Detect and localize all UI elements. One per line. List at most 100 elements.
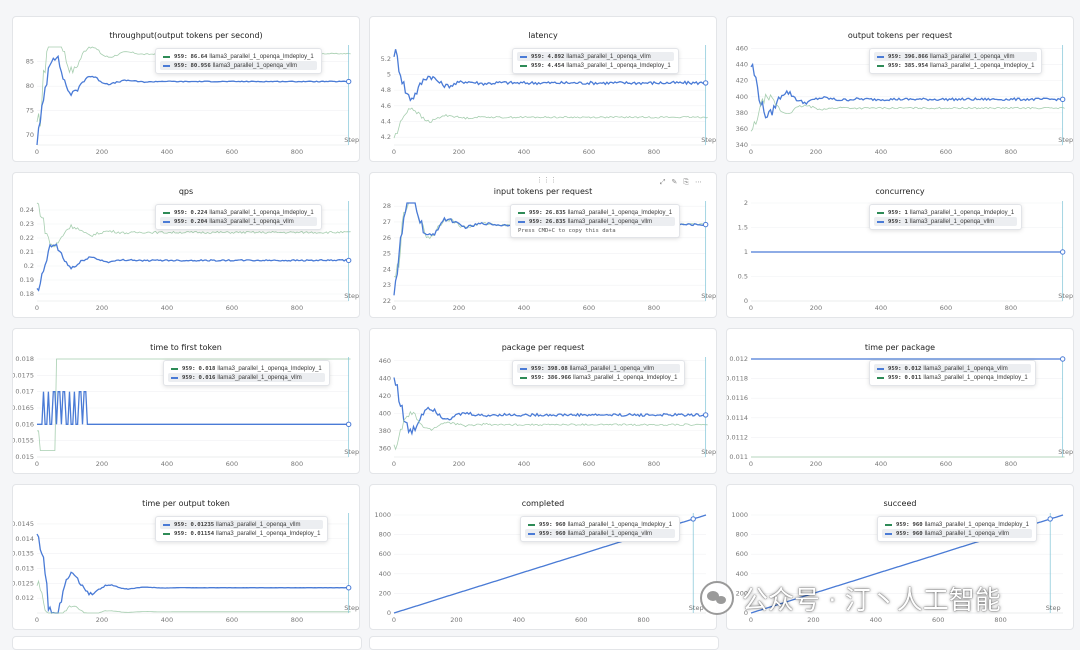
tooltip-series-name: llama3_parallel_1_openqa_vllm <box>217 374 302 381</box>
x-tick-label: 200 <box>453 304 465 312</box>
tooltip-series-name: llama3_parallel_1_openqa_vllm <box>566 53 651 60</box>
tooltip-row: 959: 396.866 llama3_parallel_1_openqa_vllm <box>874 52 1038 61</box>
chart-panel-throughput[interactable]: throughput(output tokens per second) 70 75… <box>12 16 360 162</box>
chart-panel-qps[interactable]: qps 0.18 0.19 0.2 0.21 0.22 0.23 0.24 0 200 400 600… <box>12 172 360 318</box>
tooltip-step: 959: <box>531 374 545 381</box>
chart-panel-tpot[interactable]: time per output token 0.012 0.0125 0.013 0.0… <box>12 484 360 630</box>
chart-panel-time_per_package[interactable]: time per package 0.011 0.0112 0.0114 0.0116 0… <box>726 328 1074 474</box>
tooltip-row: 959: 1 llama3_parallel_1_openqa_lmdeploy_1 <box>874 208 1017 217</box>
y-tick-label: 23 <box>383 281 391 289</box>
tooltip-step: 959: <box>888 365 902 372</box>
x-tick-label: 800 <box>291 304 303 312</box>
edit-icon[interactable]: ✎ <box>671 178 684 186</box>
chart-plot-throughput: 70 75 80 85 0 200 400 600 800 Step <box>26 45 359 156</box>
tooltip-row: 959: 0.016 llama3_parallel_1_openqa_vllm <box>168 373 325 382</box>
tooltip-row: 959: 0.011 llama3_parallel_1_openqa_lmdepl… <box>874 373 1031 382</box>
legend-swatch <box>163 211 170 214</box>
legend-swatch <box>163 523 170 526</box>
y-tick-label: 22 <box>383 297 391 305</box>
chart-panel-package_per_request[interactable]: package per request 360 380 400 420 440 460 0 20… <box>369 328 717 474</box>
tooltip-value: 26.835 <box>545 218 566 225</box>
y-tick-label: 0.011 <box>729 453 748 461</box>
series-line <box>393 377 709 436</box>
chart-panel-input_tokens[interactable]: input tokens per request 22 23 24 25 26 27 28 0 2… <box>369 172 717 318</box>
y-tick-label: 24 <box>383 265 391 273</box>
y-tick-label: 1.5 <box>738 224 748 232</box>
series-line <box>750 62 1066 119</box>
y-tick-label: 0.19 <box>20 276 34 284</box>
tooltip-row: 959: 960 llama3_parallel_1_openqa_lmdeploy… <box>525 520 675 529</box>
chart-title: time per package <box>864 343 936 352</box>
tooltip-step: 959: <box>174 521 188 528</box>
tooltip-step: 959: <box>529 218 543 225</box>
tooltip-series-name: llama3_parallel_1_openqa_vllm <box>569 365 655 372</box>
tooltip-step: 959: <box>174 530 188 537</box>
x-tick-label: 400 <box>870 616 882 624</box>
x-tick-label: 200 <box>453 460 465 468</box>
tooltip-row: 959: 0.01235 llama3_parallel_1_openqa_vllm <box>160 520 324 529</box>
chart-panel-concurrency[interactable]: concurrency 0 0.5 1 1.5 2 0 200 400 600 800 Step 959… <box>726 172 1074 318</box>
chart-title: package per request <box>501 343 585 352</box>
tooltip-value: 1 <box>904 218 908 225</box>
x-tick-label: 400 <box>518 304 530 312</box>
chart-title: time to first token <box>150 343 222 352</box>
x-tick-label: 800 <box>1005 460 1017 468</box>
hover-point <box>690 516 696 522</box>
x-tick-label: 0 <box>35 616 39 624</box>
tooltip-step: 959: <box>531 365 545 372</box>
y-tick-label: 600 <box>379 550 391 558</box>
x-tick-label: 400 <box>161 304 173 312</box>
legend-swatch <box>885 523 892 526</box>
x-tick-label: 800 <box>994 616 1006 624</box>
series-line <box>36 533 351 614</box>
x-tick-label: 200 <box>807 616 819 624</box>
tooltip-value: 1 <box>904 209 908 216</box>
chart-plot-ttft: 0.015 0.0155 0.016 0.0165 0.017 0.0175 0.018 0 2… <box>13 355 359 468</box>
legend-swatch <box>877 211 884 214</box>
chart-panel-latency[interactable]: latency 4.2 4.4 4.6 4.8 5 5.2 0 200 400 600 800 Step… <box>369 16 717 162</box>
legend-swatch <box>520 367 527 370</box>
y-tick-label: 4.8 <box>381 86 391 94</box>
chart-panel-completed[interactable]: completed 0 200 400 600 800 1000 0 200 400 600 800 S… <box>369 484 717 630</box>
tooltip-series-name: llama3_parallel_1_openqa_vllm <box>216 521 301 528</box>
tooltip-step: 959: <box>182 374 196 381</box>
legend-swatch <box>520 55 527 58</box>
y-tick-label: 420 <box>379 392 391 400</box>
drag-handle-icon[interactable]: ⋮⋮⋮ <box>536 176 557 184</box>
hover-point <box>1059 249 1066 255</box>
tooltip-series-name: llama3_parallel_1_openqa_lmdeploy_1 <box>217 365 322 372</box>
chart-plot-latency: 4.2 4.4 4.6 4.8 5 5.2 0 200 400 600 800 Step <box>381 45 716 156</box>
y-tick-label: 1 <box>744 248 748 256</box>
tooltip-value: 26.835 <box>545 209 566 216</box>
tooltip-step: 959: <box>539 530 553 537</box>
y-tick-label: 1000 <box>374 511 391 519</box>
x-tick-label: 600 <box>940 148 952 156</box>
legend-swatch <box>163 64 170 67</box>
hover-tooltip: 959: 1 llama3_parallel_1_openqa_lmdeploy_1… <box>869 204 1023 230</box>
tooltip-series-name: llama3_parallel_1_openqa_vllm <box>924 530 1009 537</box>
copy-icon[interactable]: ⎘ <box>683 178 695 186</box>
chart-title: time per output token <box>142 499 230 508</box>
chart-panel-output_tokens[interactable]: output tokens per request 340 360 380 400 420… <box>726 16 1074 162</box>
tooltip-row: 959: 4.892 llama3_parallel_1_openqa_vllm <box>517 52 674 61</box>
y-tick-label: 0 <box>744 609 748 617</box>
chart-panel-succeed[interactable]: succeed 0 200 400 600 800 1000 0 200 400 600 800 Ste… <box>726 484 1074 630</box>
series-line <box>393 49 708 102</box>
tooltip-row: 959: 960 llama3_parallel_1_openqa_vllm <box>882 529 1033 538</box>
expand-icon[interactable]: ⤢ <box>659 178 672 186</box>
more-icon[interactable]: ⋯ <box>695 178 708 186</box>
x-tick-label: 800 <box>648 460 660 468</box>
legend-swatch <box>520 376 527 379</box>
x-tick-label: 0 <box>35 304 39 312</box>
x-tick-label: 600 <box>583 460 595 468</box>
legend-swatch <box>171 376 178 379</box>
legend-swatch <box>163 220 170 223</box>
x-tick-label: 600 <box>940 304 952 312</box>
step-label: Step <box>701 292 716 300</box>
x-tick-label: 0 <box>749 460 753 468</box>
y-tick-label: 0.22 <box>20 234 34 242</box>
hover-tooltip: 959: 86.64 llama3_parallel_1_openqa_lmdepl… <box>155 48 322 74</box>
chart-panel-ttft[interactable]: time to first token 0.015 0.0155 0.016 0.016… <box>12 328 360 474</box>
tooltip-value: 4.892 <box>547 53 565 60</box>
x-tick-label: 600 <box>226 616 238 624</box>
